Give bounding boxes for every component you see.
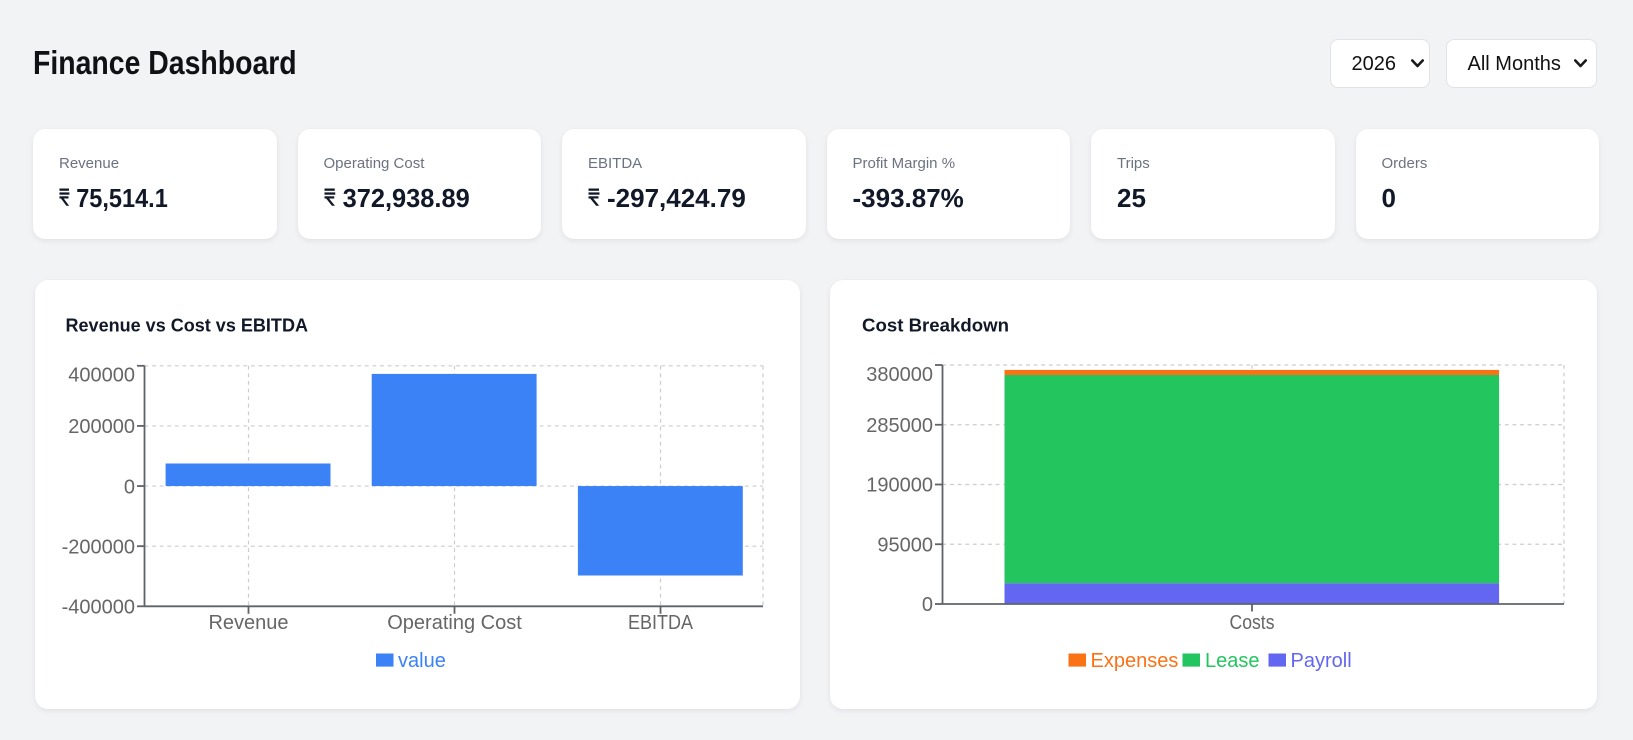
svg-text:Lease: Lease xyxy=(1205,650,1260,672)
svg-text:-400000: -400000 xyxy=(62,597,135,619)
svg-text:95000: 95000 xyxy=(877,535,933,557)
svg-text:Costs: Costs xyxy=(1230,612,1275,634)
svg-text:Payroll: Payroll xyxy=(1291,650,1352,672)
svg-text:Expenses: Expenses xyxy=(1091,650,1179,672)
svg-text:Revenue: Revenue xyxy=(208,612,288,634)
svg-text:285000: 285000 xyxy=(866,415,933,437)
svg-text:0: 0 xyxy=(124,476,135,498)
svg-text:0: 0 xyxy=(922,594,933,616)
svg-text:Revenue vs Cost vs EBITDA: Revenue vs Cost vs EBITDA xyxy=(66,315,309,336)
svg-text:value: value xyxy=(398,650,446,672)
svg-text:-200000: -200000 xyxy=(62,536,135,558)
svg-text:400000: 400000 xyxy=(68,365,135,387)
svg-text:380000: 380000 xyxy=(866,364,933,386)
svg-text:200000: 200000 xyxy=(68,416,135,438)
svg-text:EBITDA: EBITDA xyxy=(628,612,694,634)
svg-text:Operating Cost: Operating Cost xyxy=(387,612,522,634)
svg-text:Cost Breakdown: Cost Breakdown xyxy=(862,315,1009,336)
svg-text:190000: 190000 xyxy=(866,475,933,497)
